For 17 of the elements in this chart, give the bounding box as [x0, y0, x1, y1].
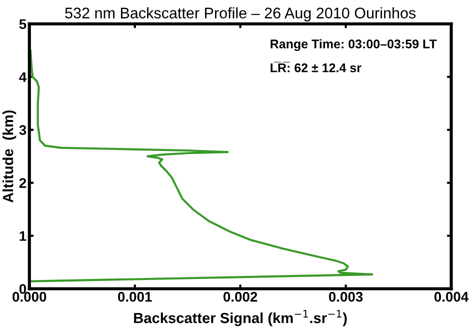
x-tick-label: 0.003: [328, 292, 363, 302]
y-tick-label: 4: [19, 72, 27, 82]
x-tick-label: 0.000: [12, 292, 46, 302]
annotation: Range Time: 03:00–03:59 LT: [270, 39, 437, 51]
x-tick-label: 0.002: [223, 292, 258, 302]
line-series: [29, 49, 374, 282]
chart-title: 532 nm Backscatter Profile – 26 Aug 2010 Ourinhos: [65, 7, 416, 22]
y-axis-title: Altitude (km): [2, 110, 16, 203]
x-axis-title: Backscatter Signal (km$^{−1}$.sr$^{−1}$): [134, 310, 347, 326]
y-tick-label: 5: [19, 19, 26, 30]
x-tick-label: 0.001: [118, 292, 152, 302]
x-tick-label: 0.004: [434, 292, 469, 302]
annotation: L̅R̅: 62 ± 12.4 sr: [270, 62, 362, 72]
y-tick-label: 2: [19, 178, 26, 188]
y-tick-label: 1: [20, 231, 26, 241]
y-tick-label: 0: [19, 284, 26, 294]
y-tick-label: 3: [19, 125, 26, 136]
